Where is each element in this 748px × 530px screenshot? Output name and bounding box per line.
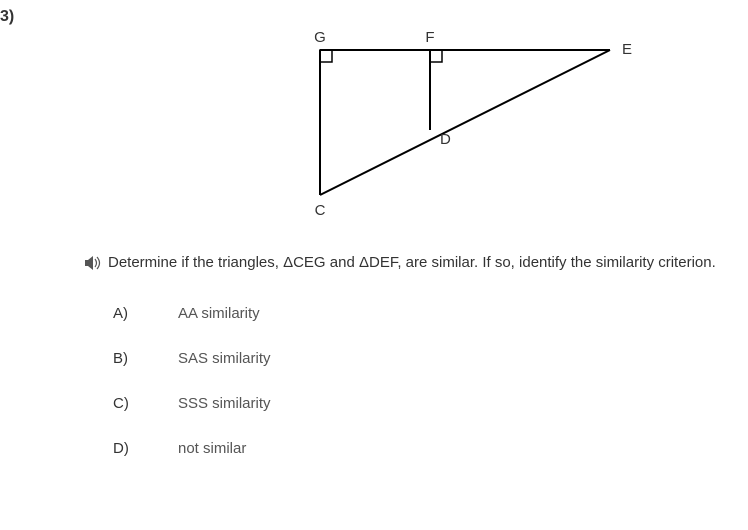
label-c: C bbox=[315, 202, 326, 219]
choice-letter: D) bbox=[113, 440, 178, 457]
label-e: E bbox=[622, 41, 632, 58]
choice-text: SSS similarity bbox=[178, 395, 271, 412]
choice-letter: B) bbox=[113, 350, 178, 367]
choice-c[interactable]: C) SSS similarity bbox=[113, 395, 271, 412]
question-number: 3) bbox=[0, 8, 14, 26]
triangle-diagram: G F E D C bbox=[290, 20, 650, 220]
choice-d[interactable]: D) not similar bbox=[113, 440, 271, 457]
label-d: D bbox=[440, 131, 451, 148]
choice-text: not similar bbox=[178, 440, 246, 457]
question-row: Determine if the triangles, ΔCEG and ΔDE… bbox=[85, 254, 716, 271]
question-text: Determine if the triangles, ΔCEG and ΔDE… bbox=[108, 254, 716, 271]
choice-letter: C) bbox=[113, 395, 178, 412]
choice-letter: A) bbox=[113, 305, 178, 322]
choice-text: AA similarity bbox=[178, 305, 260, 322]
answer-choices: A) AA similarity B) SAS similarity C) SS… bbox=[113, 305, 271, 485]
choice-text: SAS similarity bbox=[178, 350, 271, 367]
speaker-icon[interactable] bbox=[85, 256, 103, 270]
label-f: F bbox=[425, 29, 434, 46]
choice-a[interactable]: A) AA similarity bbox=[113, 305, 271, 322]
choice-b[interactable]: B) SAS similarity bbox=[113, 350, 271, 367]
label-g: G bbox=[314, 29, 326, 46]
